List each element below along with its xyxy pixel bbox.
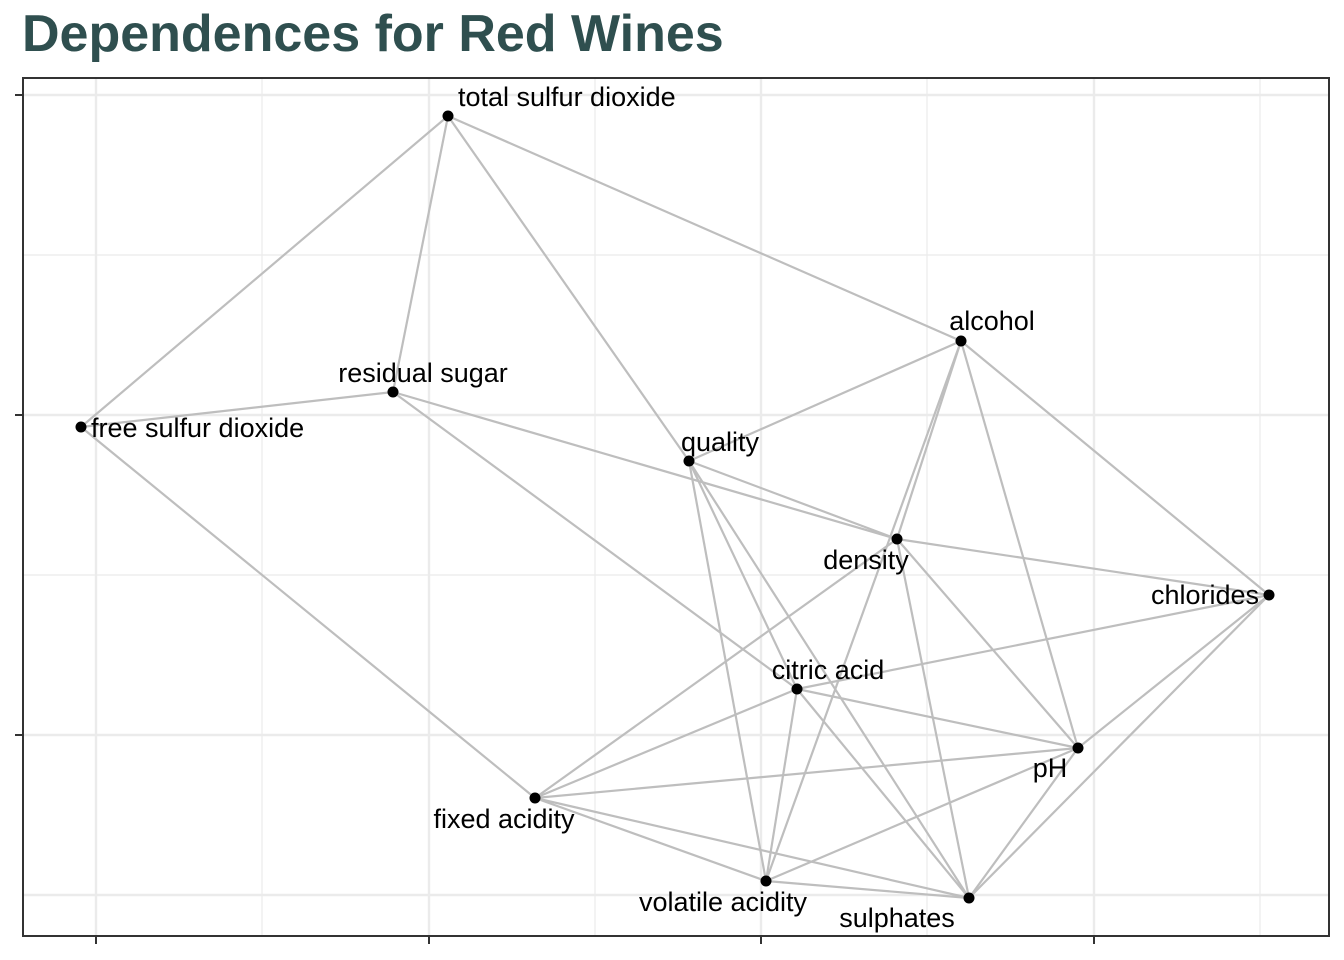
node-label-total_sulfur_dioxide: total sulfur dioxide (458, 82, 676, 112)
edge-density-pH (896, 538, 1079, 749)
edge-quality-volatile_acidity (687, 460, 768, 882)
node-label-free_sulfur_dioxide: free sulfur dioxide (91, 413, 304, 443)
node-labels: total sulfur dioxide residual sugar free s… (91, 82, 1259, 933)
edge-volatile_acidity-sulphates (765, 879, 970, 900)
node-label-volatile_acidity: volatile acidity (639, 887, 808, 917)
node-quality (683, 455, 695, 467)
edge-alcohol-chlorides (960, 340, 1270, 596)
edge-fixed_acidity-sulphates (534, 796, 970, 900)
edge-fixed_acidity-volatile_acidity (534, 796, 767, 883)
edge-pH-volatile_acidity (765, 746, 1079, 883)
edge-pH-fixed_acidity (534, 746, 1079, 800)
edge-chlorides-pH (1077, 594, 1270, 749)
edge-alcohol-quality (688, 339, 962, 463)
edge-total_sulfur_dioxide-free_sulfur_dioxide (80, 115, 449, 428)
node-total_sulfur_dioxide (442, 110, 454, 122)
node-free_sulfur_dioxide (75, 421, 87, 433)
edge-citric_acid-fixed_acidity (534, 687, 798, 800)
node-label-quality: quality (681, 427, 760, 457)
chart-title: Dependences for Red Wines (22, 5, 724, 63)
grid (23, 78, 1329, 936)
node-label-pH: pH (1033, 753, 1068, 783)
node-fixed_acidity (529, 792, 541, 804)
node-citric_acid (791, 683, 803, 695)
edges (80, 114, 1270, 900)
edge-free_sulfur_dioxide-residual_sugar (80, 390, 394, 429)
node-label-citric_acid: citric acid (772, 655, 885, 685)
edge-total_sulfur_dioxide-quality (447, 115, 690, 462)
node-pH (1072, 742, 1084, 754)
edge-density-chlorides (896, 537, 1270, 597)
edge-citric_acid-volatile_acidity (764, 688, 799, 882)
edge-citric_acid-sulphates (796, 688, 970, 899)
edge-total_sulfur_dioxide-residual_sugar (391, 115, 450, 393)
edge-alcohol-pH (959, 340, 1080, 749)
axis-ticks (15, 94, 1095, 944)
node-label-residual_sugar: residual sugar (338, 358, 508, 388)
edge-citric_acid-pH (796, 687, 1079, 750)
node-label-density: density (823, 545, 909, 575)
node-label-chlorides: chlorides (1151, 580, 1259, 610)
node-alcohol (955, 335, 967, 347)
edge-residual_sugar-density (392, 390, 898, 541)
edge-density-fixed_acidity (534, 538, 898, 799)
edge-alcohol-density (895, 340, 963, 540)
panel-border (22, 77, 1330, 937)
node-label-alcohol: alcohol (949, 306, 1035, 336)
edge-pH-sulphates (968, 747, 1079, 899)
edge-quality-sulphates (688, 460, 970, 899)
node-density (891, 533, 903, 545)
nodes (75, 110, 1275, 904)
node-label-sulphates: sulphates (839, 903, 955, 933)
edge-chlorides-citric_acid (796, 593, 1270, 691)
edge-alcohol-volatile_acidity (764, 340, 963, 882)
node-volatile_acidity (760, 875, 772, 887)
edge-total_sulfur_dioxide-alcohol (447, 114, 962, 343)
edge-chlorides-sulphates (968, 594, 1270, 899)
edge-quality-density (688, 459, 898, 541)
edge-quality-citric_acid (688, 460, 798, 690)
node-chlorides (1263, 589, 1275, 601)
node-sulphates (963, 892, 975, 904)
node-residual_sugar (387, 386, 399, 398)
edge-free_sulfur_dioxide-fixed_acidity (80, 426, 536, 799)
node-label-fixed_acidity: fixed acidity (433, 804, 575, 834)
edge-residual_sugar-citric_acid (392, 391, 798, 690)
